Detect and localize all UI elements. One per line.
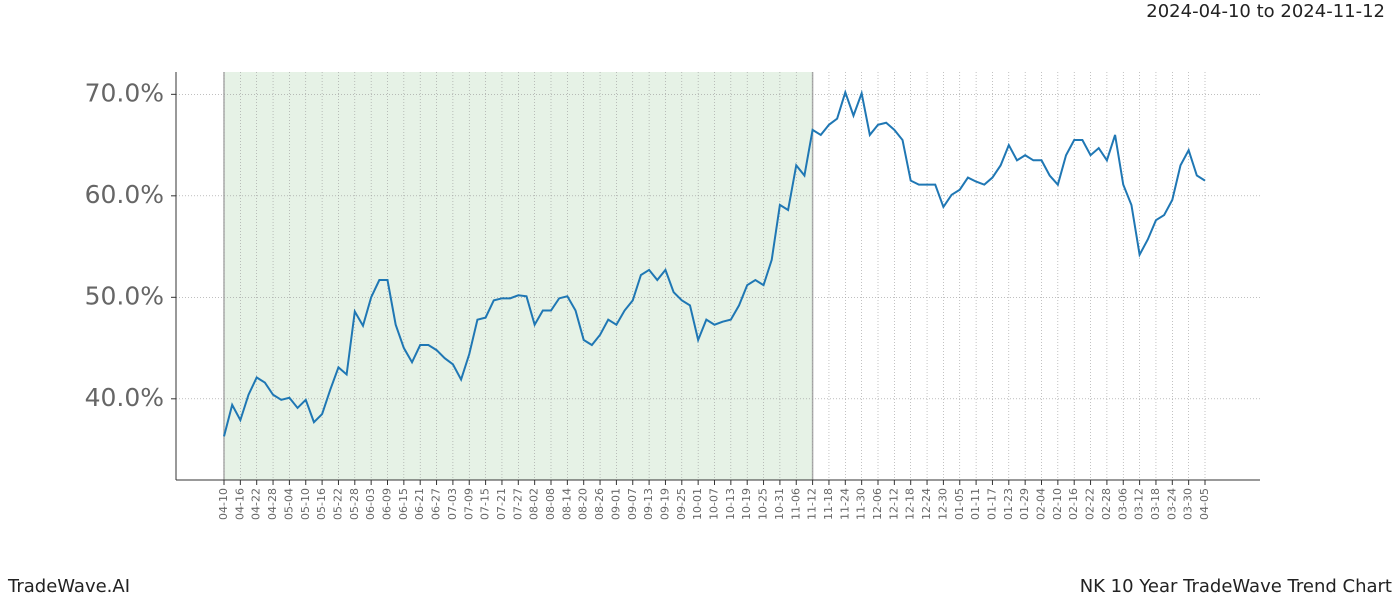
x-tick-label: 12-18 <box>904 488 917 520</box>
x-tick-label: 12-30 <box>936 488 949 520</box>
y-tick-label: 60.0% <box>85 180 164 209</box>
x-tick-label: 03-06 <box>1116 488 1129 520</box>
x-tick-label: 12-12 <box>887 488 900 520</box>
date-range: 2024-04-10 to 2024-11-12 <box>1146 1 1385 22</box>
x-tick-label: 11-06 <box>789 488 802 520</box>
x-tick-label: 08-20 <box>577 488 590 520</box>
x-tick-label: 02-04 <box>1035 488 1048 520</box>
x-tick-label: 10-13 <box>724 488 737 520</box>
y-tick-label: 50.0% <box>85 281 164 310</box>
x-tick-label: 03-12 <box>1133 488 1146 520</box>
x-tick-label: 10-25 <box>757 488 770 520</box>
x-tick-label: 12-06 <box>871 488 884 520</box>
x-tick-label: 05-22 <box>331 488 344 520</box>
x-tick-label: 07-15 <box>479 488 492 520</box>
x-tick-label: 09-25 <box>675 488 688 520</box>
x-tick-label: 10-01 <box>691 488 704 520</box>
x-tick-label: 08-14 <box>560 488 573 520</box>
x-tick-label: 01-29 <box>1018 488 1031 520</box>
x-tick-label: 11-30 <box>855 488 868 520</box>
x-tick-label: 07-03 <box>446 488 459 520</box>
x-tick-label: 03-24 <box>1165 488 1178 520</box>
x-tick-label: 04-10 <box>217 488 230 520</box>
x-tick-label: 04-05 <box>1198 488 1211 520</box>
x-tick-label: 09-07 <box>626 488 639 520</box>
x-tick-label: 04-28 <box>266 488 279 520</box>
x-tick-label: 07-21 <box>495 488 508 520</box>
x-tick-label: 05-28 <box>348 488 361 520</box>
x-tick-label: 06-09 <box>381 488 394 520</box>
x-tick-label: 06-27 <box>430 488 443 520</box>
x-tick-label: 06-15 <box>397 488 410 520</box>
x-tick-label: 01-17 <box>985 488 998 520</box>
x-tick-label: 04-22 <box>250 488 263 520</box>
x-tick-label: 03-30 <box>1182 488 1195 520</box>
x-tick-label: 08-02 <box>528 488 541 520</box>
x-tick-label: 01-05 <box>953 488 966 520</box>
x-tick-label: 09-19 <box>658 488 671 520</box>
x-tick-label: 09-13 <box>642 488 655 520</box>
x-tick-label: 06-21 <box>413 488 426 520</box>
x-tick-label: 11-12 <box>806 488 819 520</box>
x-tick-label: 12-24 <box>920 488 933 520</box>
x-tick-label: 11-18 <box>822 488 835 520</box>
x-tick-label: 05-04 <box>282 488 295 520</box>
x-tick-label: 10-07 <box>708 488 721 520</box>
x-tick-label: 10-31 <box>773 488 786 520</box>
x-tick-label: 08-08 <box>544 488 557 520</box>
x-tick-label: 02-28 <box>1100 488 1113 520</box>
caption: NK 10 Year TradeWave Trend Chart <box>1080 576 1392 597</box>
x-tick-label: 03-18 <box>1149 488 1162 520</box>
y-tick-label: 70.0% <box>85 78 164 107</box>
brand: TradeWave.AI <box>7 576 130 597</box>
y-tick-label: 40.0% <box>85 383 164 412</box>
x-tick-label: 10-19 <box>740 488 753 520</box>
x-tick-label: 04-16 <box>233 488 246 520</box>
x-tick-label: 06-03 <box>364 488 377 520</box>
x-tick-label: 08-26 <box>593 488 606 520</box>
x-tick-label: 11-24 <box>838 488 851 520</box>
x-tick-label: 02-10 <box>1051 488 1064 520</box>
x-tick-label: 01-23 <box>1002 488 1015 520</box>
x-tick-label: 09-01 <box>609 488 622 520</box>
x-tick-label: 02-16 <box>1067 488 1080 520</box>
x-tick-label: 05-16 <box>315 488 328 520</box>
x-tick-label: 07-27 <box>511 488 524 520</box>
x-tick-label: 02-22 <box>1084 488 1097 520</box>
x-tick-label: 07-09 <box>462 488 475 520</box>
x-tick-label: 05-10 <box>299 488 312 520</box>
trend-line <box>223 89 1206 437</box>
x-tick-label: 01-11 <box>969 488 982 520</box>
